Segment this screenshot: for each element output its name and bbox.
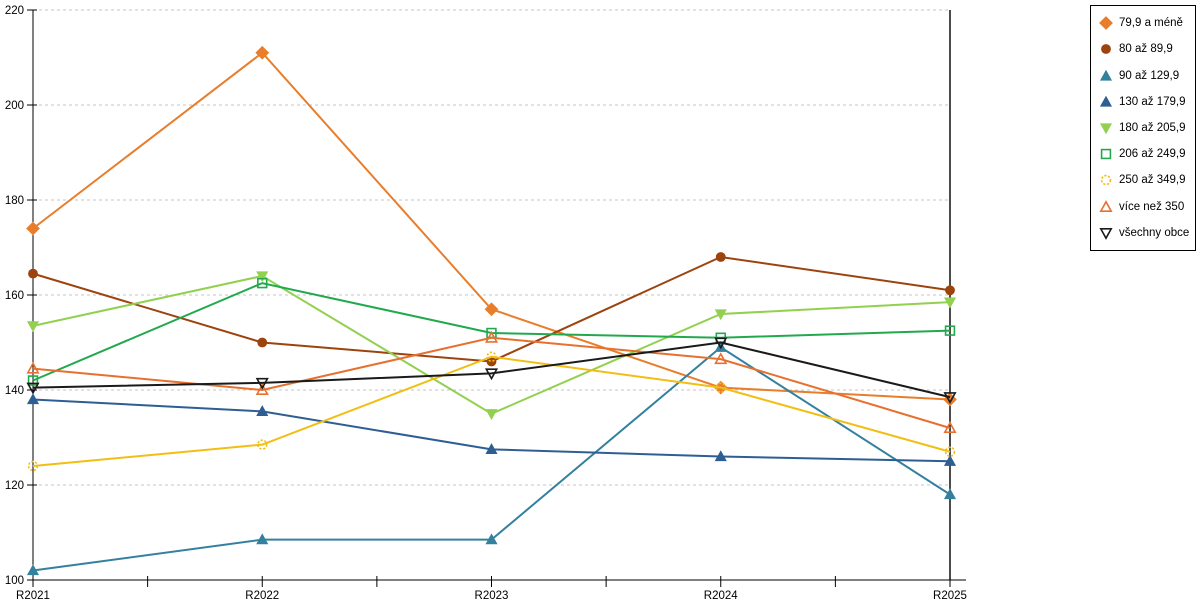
marker-circle	[257, 337, 268, 348]
marker-triangle-up	[26, 393, 40, 405]
marker-diamond	[26, 221, 40, 236]
marker-triangle-down	[256, 271, 269, 283]
marker-triangle-down	[943, 297, 957, 309]
marker-diamond	[484, 302, 499, 317]
marker-triangle-up	[714, 450, 727, 462]
marker-triangle-down	[1099, 123, 1113, 135]
marker-triangle-down	[485, 409, 498, 420]
marker-circle	[28, 268, 38, 279]
legend-marker-circle-icon	[1100, 175, 1112, 186]
legend-item-5: 206 až 249,9	[1098, 146, 1195, 162]
marker-triangle-up	[1099, 199, 1113, 212]
marker-circle	[257, 439, 268, 450]
legend-marker-triangle-down-icon	[1099, 227, 1113, 240]
legend-item-2: 90 až 129,9	[1098, 68, 1195, 84]
marker-triangle-up	[26, 361, 40, 374]
marker-square	[1100, 148, 1112, 160]
legend-label: 130 až 179,9	[1119, 95, 1186, 108]
legend-marker-square-icon	[1100, 148, 1112, 160]
marker-triangle-down	[26, 321, 40, 333]
x-category-label: R2021	[16, 590, 50, 600]
legend-marker-triangle-up-icon	[1099, 95, 1113, 107]
legend-marker-circle-icon	[1101, 44, 1111, 55]
legend: 79,9 a méně 80 až 89,9 90 až 129,9 130 až 1…	[1090, 5, 1196, 251]
x-category-label: R2025	[933, 590, 967, 600]
marker-triangle-up	[485, 443, 498, 455]
marker-circle	[715, 252, 726, 262]
legend-label: všechny obce	[1119, 226, 1190, 239]
marker-triangle-up	[1099, 69, 1113, 81]
marker-triangle-down	[255, 377, 269, 390]
y-tick-label: 100	[5, 575, 24, 587]
legend-label: 80 až 89,9	[1119, 43, 1173, 56]
marker-circle	[1100, 175, 1112, 186]
marker-triangle-down	[26, 382, 40, 395]
legend-marker-diamond-icon	[1099, 16, 1113, 31]
y-tick-label: 200	[5, 100, 24, 112]
marker-circle	[486, 351, 497, 362]
marker-diamond	[255, 45, 270, 60]
marker-triangle-up	[943, 455, 957, 466]
y-tick-label: 180	[5, 195, 24, 207]
legend-label: 79,9 a méně	[1119, 17, 1183, 30]
marker-triangle-up	[943, 421, 957, 433]
x-category-label: R2024	[704, 590, 738, 600]
legend-label: 206 až 249,9	[1119, 148, 1186, 161]
marker-triangle-up	[1099, 95, 1113, 107]
legend-item-4: 180 až 205,9	[1098, 120, 1195, 136]
legend-label: 250 až 349,9	[1119, 174, 1186, 187]
marker-square	[944, 325, 956, 336]
marker-circle	[945, 285, 955, 296]
marker-circle	[27, 460, 39, 472]
marker-square	[257, 277, 268, 289]
marker-triangle-up	[256, 405, 269, 417]
marker-triangle-down	[714, 337, 728, 350]
legend-label: více než 350	[1119, 200, 1185, 213]
legend-item-6: 250 až 349,9	[1098, 172, 1195, 188]
marker-triangle-up	[26, 564, 40, 576]
marker-triangle-up	[943, 488, 957, 500]
legend-label: 90 až 129,9	[1119, 69, 1180, 82]
y-tick-label: 140	[5, 385, 24, 397]
marker-triangle-up	[255, 383, 269, 395]
legend-marker-triangle-down-icon	[1099, 123, 1113, 135]
x-category-label: R2023	[475, 590, 509, 600]
series-line-8	[32, 341, 951, 399]
y-tick-label: 160	[5, 290, 24, 302]
marker-triangle-up	[485, 533, 498, 545]
y-tick-label: 120	[5, 480, 24, 492]
marker-diamond	[1099, 16, 1113, 31]
marker-triangle-down	[714, 309, 727, 321]
marker-circle	[715, 382, 726, 393]
marker-triangle-up	[714, 352, 728, 365]
marker-triangle-up	[256, 533, 269, 545]
y-tick-label: 220	[5, 5, 24, 17]
legend-item-3: 130 až 179,9	[1098, 94, 1195, 110]
legend-item-7: více než 350	[1098, 199, 1195, 215]
series-line-6	[32, 355, 951, 467]
legend-item-8: všechny obce	[1098, 225, 1195, 241]
legend-item-0: 79,9 a méně	[1098, 15, 1195, 31]
series-line-7	[32, 336, 951, 429]
marker-triangle-down	[484, 368, 499, 381]
marker-circle	[1101, 44, 1111, 55]
marker-circle	[944, 446, 956, 457]
marker-square	[27, 375, 39, 386]
marker-triangle-up	[484, 330, 499, 343]
x-category-label: R2022	[245, 590, 279, 600]
legend-label: 180 až 205,9	[1119, 121, 1186, 134]
marker-triangle-down	[943, 392, 957, 404]
legend-marker-triangle-up-icon	[1099, 199, 1113, 212]
legend-item-1: 80 až 89,9	[1098, 41, 1195, 57]
legend-marker-triangle-up-icon	[1099, 69, 1113, 81]
marker-triangle-down	[1099, 227, 1113, 240]
